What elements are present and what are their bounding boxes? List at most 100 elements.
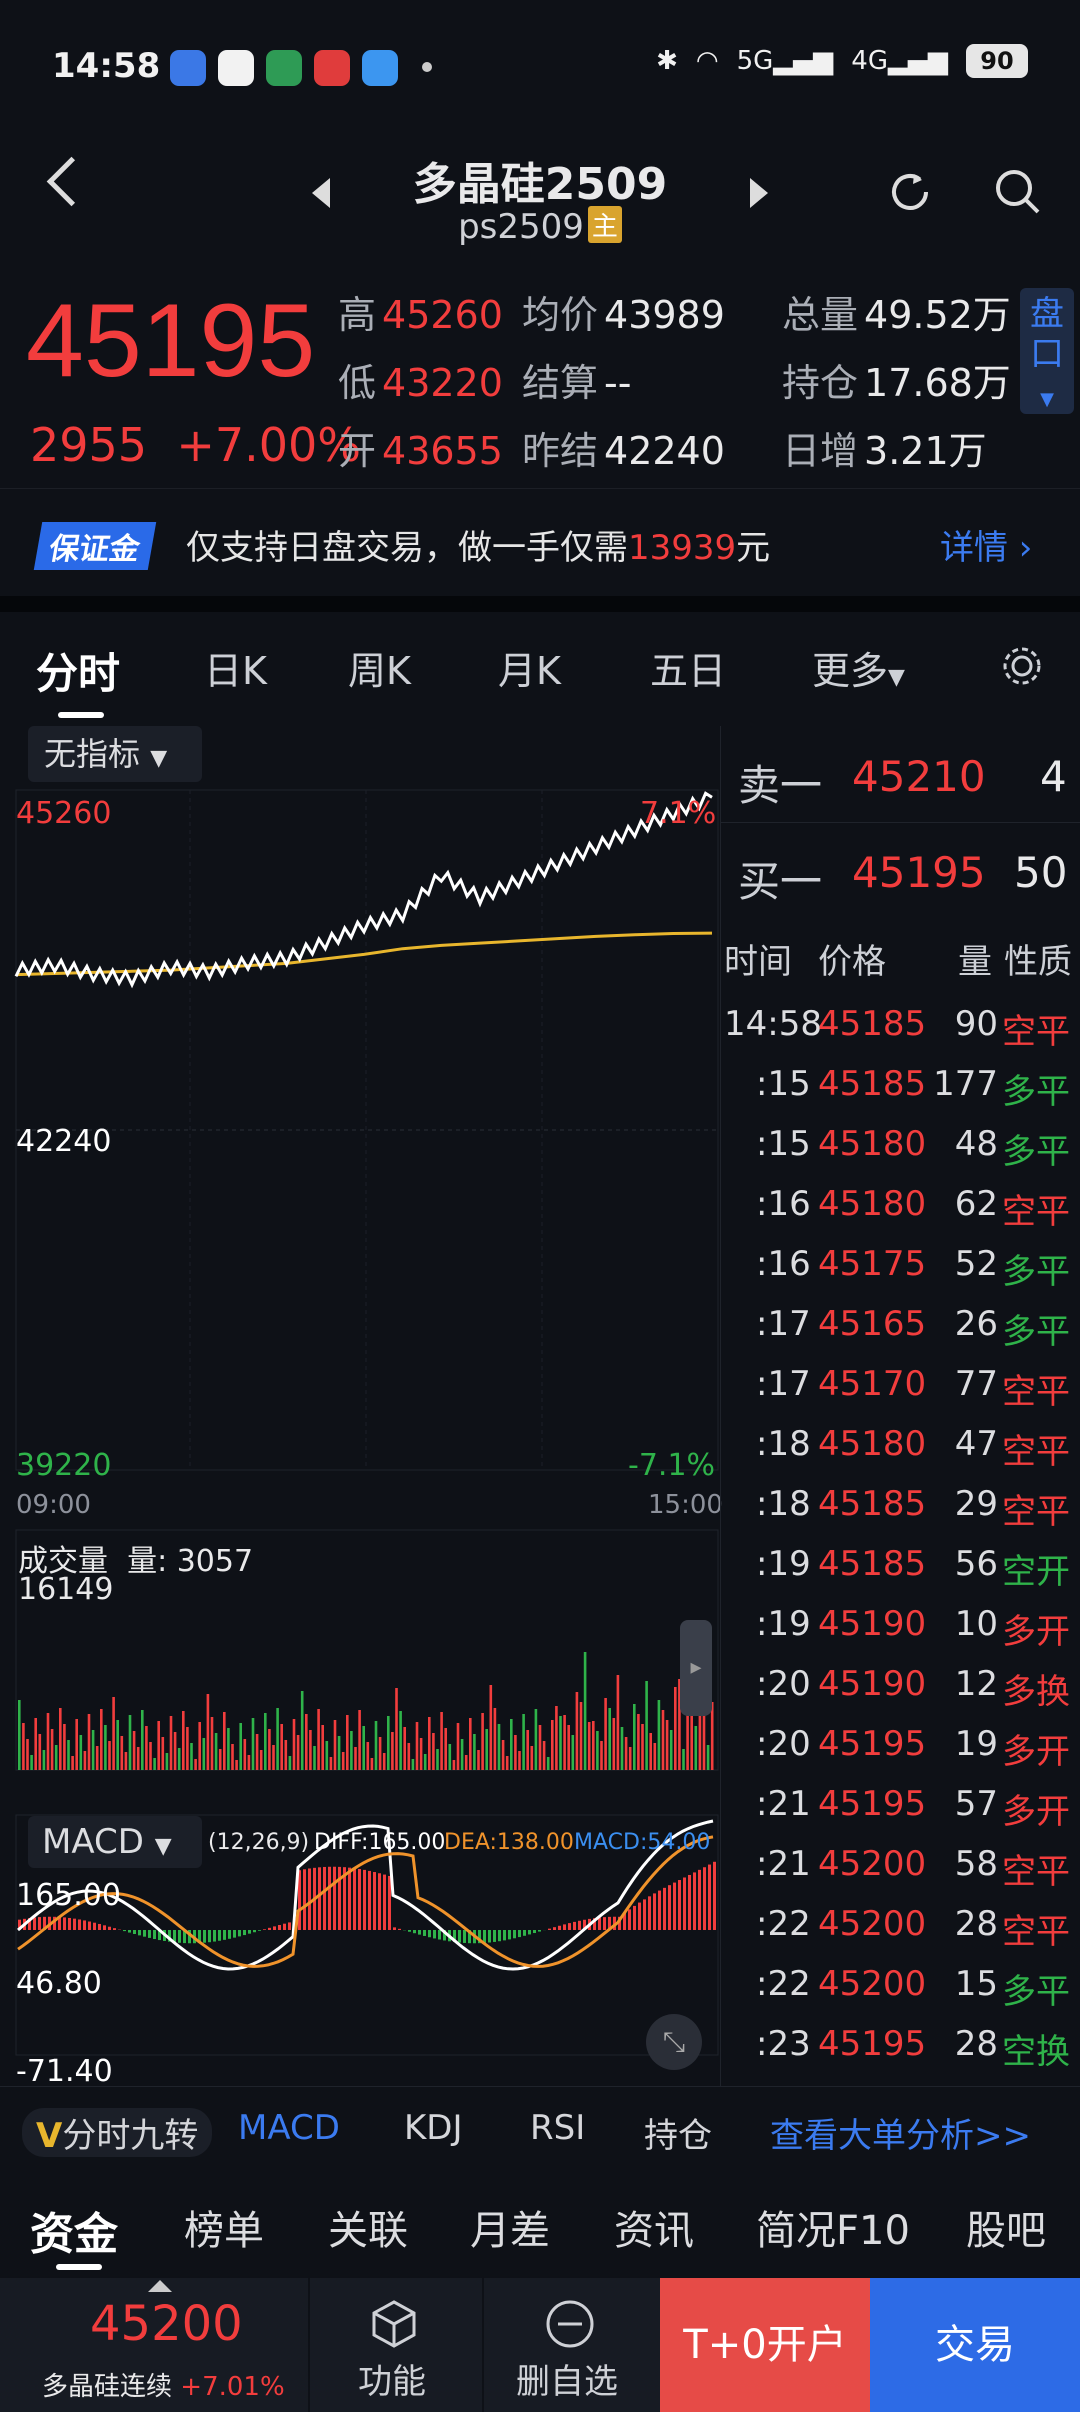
- function-button[interactable]: 功能: [358, 2362, 426, 2402]
- macd-bar: [598, 1917, 601, 1930]
- fullscreen-icon[interactable]: ⤡: [646, 2014, 702, 2070]
- macd-bar: [98, 1923, 101, 1930]
- trade-panel: [720, 726, 1080, 2086]
- volume-bar: [210, 1717, 214, 1770]
- nav-tab-news[interactable]: 资讯: [614, 2208, 694, 2254]
- volume-bar: [350, 1731, 353, 1770]
- margin-detail-link[interactable]: 详情 ›: [940, 528, 1033, 568]
- tick-time: :20: [756, 1724, 811, 1764]
- refresh-icon[interactable]: [882, 164, 938, 220]
- volume-bar: [575, 1692, 579, 1770]
- macd-bar: [133, 1930, 136, 1934]
- tick-qty: 58: [954, 1844, 998, 1884]
- volume-bar: [694, 1726, 698, 1770]
- tab-monthly-k[interactable]: 月K: [498, 649, 561, 693]
- macd-bar: [268, 1927, 271, 1930]
- volume-bar: [284, 1740, 288, 1770]
- tick-type: 多平: [1002, 1252, 1070, 1292]
- nav-tab-forum[interactable]: 股吧: [966, 2208, 1046, 2254]
- volume-bar: [95, 1746, 99, 1770]
- macd-dea-line: [17, 1835, 714, 1968]
- tick-time: :19: [756, 1544, 811, 1584]
- volume-bar: [428, 1717, 431, 1770]
- tick-row: :19 45185 56 空开: [720, 1544, 1080, 1604]
- margin-banner[interactable]: [0, 488, 1080, 599]
- tab-more[interactable]: 更多▼: [812, 649, 905, 693]
- tick-row: :17 45165 26 多平: [720, 1304, 1080, 1364]
- intraday-chart[interactable]: [0, 780, 720, 2090]
- tick-row: :15 45180 48 多平: [720, 1124, 1080, 1184]
- macd-bar: [88, 1921, 91, 1930]
- nav-tab-spread[interactable]: 月差: [470, 2208, 550, 2254]
- trade-button[interactable]: 交易: [870, 2278, 1080, 2412]
- prev-contract-icon[interactable]: [312, 178, 330, 208]
- volume-bar: [649, 1733, 652, 1770]
- volume-bar: [124, 1752, 128, 1770]
- macd-bar: [653, 1893, 656, 1930]
- signal-4g: 4G▂▄▆: [851, 46, 948, 76]
- macd-bar: [38, 1917, 41, 1930]
- macd-bar: [658, 1890, 661, 1930]
- volume-bar: [313, 1746, 316, 1770]
- order-book-toggle[interactable]: 盘口 ▼: [1020, 288, 1074, 414]
- macd-bar: [618, 1916, 621, 1930]
- volume-bars: [18, 1652, 714, 1770]
- tab-weekly-k[interactable]: 周K: [348, 649, 411, 693]
- indicator-kdj[interactable]: KDJ: [404, 2108, 463, 2148]
- nav-tab-f10[interactable]: 简况F10: [756, 2208, 910, 2254]
- big-order-link[interactable]: 查看大单分析>>: [770, 2116, 1031, 2156]
- volume-bar: [551, 1720, 554, 1770]
- macd-bar: [628, 1909, 631, 1930]
- indicator-oi[interactable]: 持仓: [644, 2116, 712, 2156]
- tick-time: :16: [756, 1184, 811, 1224]
- indicator-select[interactable]: 无指标 ▼: [28, 726, 202, 782]
- tick-type: 空平: [1002, 1492, 1070, 1532]
- tab-five-day[interactable]: 五日: [650, 649, 727, 693]
- nav-tab-related[interactable]: 关联: [328, 2208, 408, 2254]
- next-contract-icon[interactable]: [750, 178, 768, 208]
- macd-bar: [673, 1882, 676, 1930]
- tab-daily-k[interactable]: 日K: [204, 649, 267, 693]
- volume-bar: [83, 1751, 87, 1770]
- macd-bar: [648, 1896, 651, 1930]
- status-bar: 14:58 ✱ ◠ 5G▂▄▆ 4G▂▄▆ 90: [0, 0, 1080, 140]
- macd-bar: [263, 1929, 266, 1930]
- back-icon[interactable]: [46, 156, 97, 207]
- tick-qty: 177: [933, 1064, 998, 1104]
- volume-bar: [190, 1743, 193, 1770]
- volume-bar: [223, 1712, 226, 1770]
- indicator-rsi[interactable]: RSI: [530, 2108, 586, 2148]
- macd-bar: [663, 1887, 666, 1930]
- nav-tab-funds[interactable]: 资金: [30, 2209, 118, 2260]
- remove-watchlist-icon[interactable]: [542, 2296, 598, 2352]
- volume-bar: [534, 1709, 538, 1770]
- time-end: 15:00: [648, 1490, 723, 1520]
- function-cube-icon[interactable]: [366, 2296, 422, 2352]
- t0-open-account-button[interactable]: T+0开户: [660, 2278, 870, 2412]
- macd-bar: [638, 1902, 641, 1930]
- expand-up-icon[interactable]: [148, 2280, 172, 2292]
- volume-bar: [259, 1750, 263, 1770]
- volume-bar: [448, 1744, 452, 1770]
- nine-turn-button[interactable]: V分时九转: [22, 2108, 213, 2157]
- macd-bar: [53, 1916, 56, 1930]
- search-icon[interactable]: [990, 164, 1046, 220]
- macd-bar: [703, 1867, 706, 1930]
- volume-bar: [251, 1718, 255, 1770]
- tab-intraday[interactable]: 分时: [36, 649, 121, 698]
- indicator-macd[interactable]: MACD: [238, 2108, 340, 2148]
- remove-watchlist-button[interactable]: 删自选: [516, 2362, 618, 2402]
- expand-panel-handle[interactable]: ▸: [680, 1620, 712, 1716]
- volume-bar: [518, 1751, 521, 1770]
- volume-bar: [75, 1719, 78, 1770]
- volume-bar: [460, 1739, 464, 1770]
- macd-select[interactable]: MACD ▼: [28, 1816, 202, 1868]
- volume-bar: [464, 1755, 468, 1770]
- settings-gear-icon[interactable]: [998, 642, 1046, 690]
- volume-bar: [34, 1718, 37, 1770]
- macd-bar: [523, 1930, 526, 1936]
- macd-bar: [463, 1930, 466, 1943]
- tick-price: 45175: [818, 1244, 927, 1284]
- volume-bar: [645, 1681, 648, 1770]
- nav-tab-rank[interactable]: 榜单: [184, 2208, 264, 2254]
